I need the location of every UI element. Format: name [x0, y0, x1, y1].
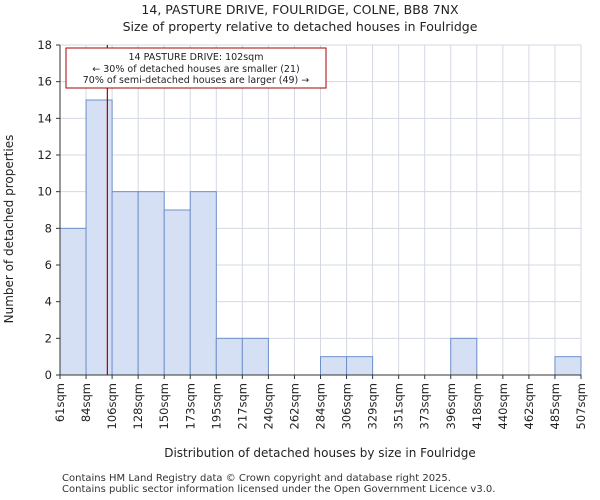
chart-title: 14, PASTURE DRIVE, FOULRIDGE, COLNE, BB8… [141, 2, 459, 17]
x-tick-label: 173sqm [183, 383, 197, 429]
y-tick-label: 12 [37, 148, 52, 162]
annotation-line: ← 30% of detached houses are smaller (21… [92, 64, 299, 75]
y-tick-label: 6 [45, 258, 52, 272]
x-tick-label: 150sqm [157, 383, 171, 429]
y-tick-label: 18 [37, 38, 52, 52]
y-tick-label: 16 [37, 75, 52, 89]
histogram-bar [320, 356, 348, 376]
x-tick-label: 240sqm [261, 383, 275, 429]
x-tick-label: 84sqm [79, 383, 93, 422]
x-tick-label: 329sqm [366, 383, 380, 429]
histogram-bar [85, 99, 113, 376]
histogram-bar [554, 356, 582, 376]
annotation-line: 70% of semi-detached houses are larger (… [83, 75, 310, 86]
histogram-bar [450, 337, 478, 376]
x-tick-label: 306sqm [340, 383, 354, 429]
annotation-box [65, 47, 327, 89]
footer-copyright: Contains HM Land Registry data © Crown c… [62, 473, 451, 484]
x-tick-label: 373sqm [418, 383, 432, 429]
histogram-bar [215, 337, 243, 376]
x-tick-label: 195sqm [209, 383, 223, 429]
histogram-bar [111, 191, 139, 376]
y-tick-label: 8 [45, 221, 52, 235]
x-tick-label: 217sqm [235, 383, 249, 429]
footer-licence: Contains public sector information licen… [62, 484, 496, 495]
y-tick-label: 0 [45, 368, 52, 382]
x-tick-label: 262sqm [287, 383, 301, 429]
x-tick-label: 418sqm [470, 383, 484, 429]
x-axis-label: Distribution of detached houses by size … [164, 446, 476, 460]
y-tick-label: 14 [37, 111, 52, 125]
x-tick-label: 106sqm [105, 383, 119, 429]
y-tick-label: 2 [45, 331, 52, 345]
x-tick-label: 284sqm [314, 383, 328, 429]
histogram-bar [137, 191, 165, 376]
histogram-bar [163, 209, 191, 376]
histogram-bar [59, 227, 87, 376]
x-tick-label: 396sqm [444, 383, 458, 429]
x-tick-label: 61sqm [53, 383, 67, 422]
x-tick-label: 485sqm [548, 383, 562, 429]
x-tick-label: 507sqm [574, 383, 588, 429]
x-tick-label: 128sqm [131, 383, 145, 429]
x-tick-label: 462sqm [522, 383, 536, 429]
histogram-bar [241, 337, 269, 376]
chart-subtitle: Size of property relative to detached ho… [122, 19, 478, 34]
histogram-bar [189, 191, 217, 376]
y-tick-label: 10 [37, 185, 52, 199]
y-axis-label: Number of detached properties [2, 135, 16, 324]
x-tick-label: 351sqm [392, 383, 406, 429]
x-tick-label: 440sqm [496, 383, 510, 429]
annotation-line: 14 PASTURE DRIVE: 102sqm [129, 52, 264, 63]
histogram-bar [346, 356, 374, 376]
y-tick-label: 4 [45, 295, 52, 309]
